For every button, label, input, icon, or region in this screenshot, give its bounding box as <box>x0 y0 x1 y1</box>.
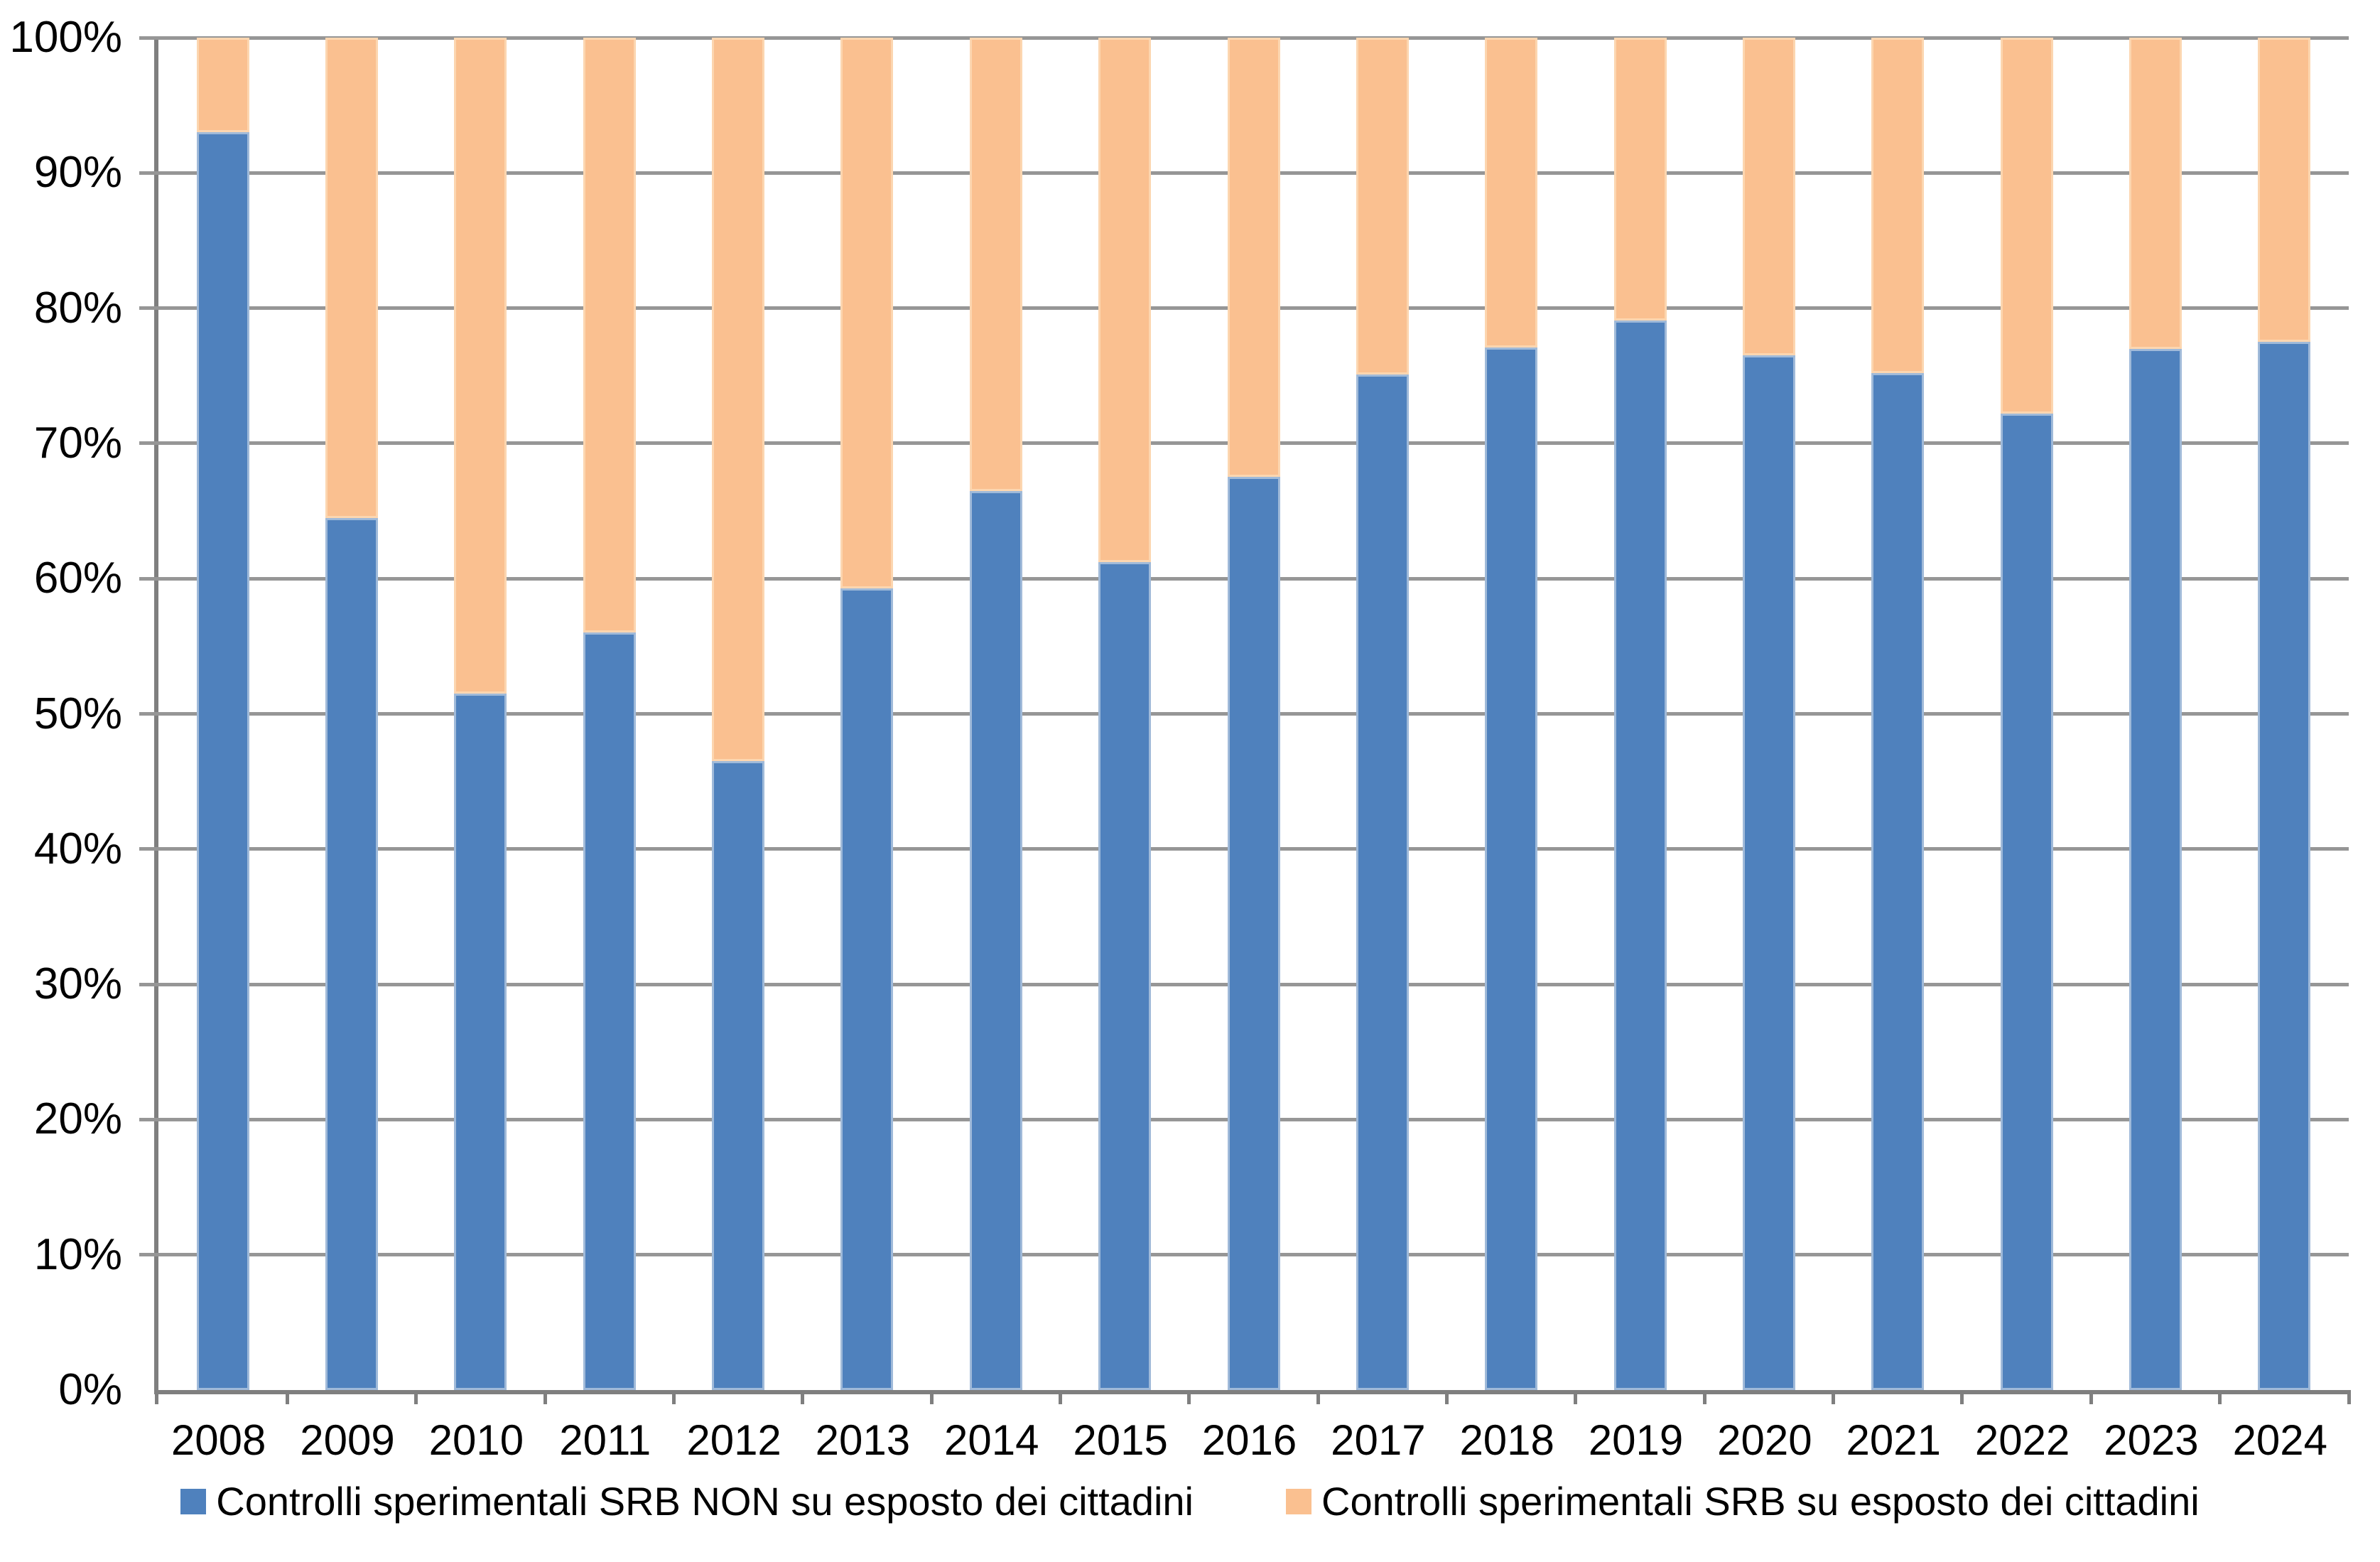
x-axis-label-2011: 2011 <box>559 1416 651 1464</box>
bar-2020-srb-su-esposto <box>1742 38 1795 356</box>
bar-2018-srb-non-su-esposto <box>1485 347 1538 1390</box>
x-axis-tick-1 <box>285 1390 289 1404</box>
y-axis-label-10: 10% <box>33 1229 122 1279</box>
bar-2013-srb-su-esposto <box>840 38 894 588</box>
x-axis-tick-16 <box>2218 1390 2222 1404</box>
bar-2011-srb-non-su-esposto <box>583 632 636 1390</box>
bar-2024-srb-su-esposto <box>2258 38 2311 343</box>
bar-2016-srb-su-esposto <box>1227 38 1280 478</box>
bar-2019-srb-su-esposto <box>1613 38 1667 321</box>
x-axis-label-2015: 2015 <box>1073 1416 1168 1464</box>
bar-2018-srb-su-esposto <box>1485 38 1538 348</box>
y-axis-label-40: 40% <box>33 824 122 873</box>
x-axis-label-2017: 2017 <box>1331 1416 1426 1464</box>
x-axis-label-2024: 2024 <box>2232 1416 2328 1464</box>
bar-2023-srb-su-esposto <box>2129 38 2182 349</box>
y-axis-label-80: 80% <box>33 283 122 333</box>
bar-2012-srb-non-su-esposto <box>712 761 765 1390</box>
bar-2009-srb-su-esposto <box>325 38 379 518</box>
x-axis-label-2018: 2018 <box>1459 1416 1554 1464</box>
bar-2020-srb-non-su-esposto <box>1742 355 1795 1390</box>
legend-entry-1: Controlli sperimentali SRB su esposto de… <box>1286 1480 2200 1524</box>
bar-2010-srb-su-esposto <box>454 38 507 694</box>
bar-2022-srb-non-su-esposto <box>2000 414 2053 1390</box>
y-axis-label-30: 30% <box>33 959 122 1009</box>
x-axis-tick-3 <box>543 1390 547 1404</box>
y-axis-label-70: 70% <box>33 418 122 468</box>
bar-2021-srb-su-esposto <box>1871 38 1925 373</box>
x-axis-tick-6 <box>929 1390 934 1404</box>
bar-2016-srb-non-su-esposto <box>1227 477 1280 1390</box>
x-axis-tick-11 <box>1574 1390 1578 1404</box>
legend-entry-0: Controlli sperimentali SRB NON su espost… <box>180 1480 1194 1524</box>
legend-swatch-0 <box>180 1489 207 1514</box>
bar-2012-srb-su-esposto <box>712 38 765 762</box>
x-axis-label-2014: 2014 <box>944 1416 1039 1464</box>
bar-2017-srb-non-su-esposto <box>1356 374 1409 1390</box>
bar-2019-srb-non-su-esposto <box>1613 320 1667 1390</box>
x-axis-label-2021: 2021 <box>1846 1416 1941 1464</box>
plot-area <box>139 36 2351 1404</box>
legend: Controlli sperimentali SRB NON su espost… <box>0 1480 2380 1524</box>
x-axis-tick-13 <box>1832 1390 1836 1404</box>
legend-label-1: Controlli sperimentali SRB su esposto de… <box>1321 1479 2200 1524</box>
x-axis-label-2012: 2012 <box>686 1416 781 1464</box>
x-axis-label-2022: 2022 <box>1974 1416 2070 1464</box>
bar-2014-srb-non-su-esposto <box>969 490 1022 1390</box>
x-axis-tick-14 <box>1960 1390 1964 1404</box>
bar-2022-srb-su-esposto <box>2000 38 2053 414</box>
x-axis-label-2016: 2016 <box>1201 1416 1297 1464</box>
x-axis-tick-15 <box>2089 1390 2093 1404</box>
x-axis-tick-2 <box>414 1390 418 1404</box>
bar-2014-srb-su-esposto <box>969 38 1022 491</box>
legend-swatch-1 <box>1286 1489 1311 1514</box>
bar-2008-srb-su-esposto <box>196 38 249 133</box>
x-axis-label-2010: 2010 <box>428 1416 524 1464</box>
bar-2024-srb-non-su-esposto <box>2258 342 2311 1390</box>
bar-2013-srb-non-su-esposto <box>840 588 894 1390</box>
bar-2008-srb-non-su-esposto <box>196 132 249 1390</box>
x-axis-label-2020: 2020 <box>1717 1416 1812 1464</box>
bar-2017-srb-su-esposto <box>1356 38 1409 375</box>
x-axis-tick-17 <box>2347 1390 2351 1404</box>
x-axis-tick-0 <box>154 1390 158 1404</box>
x-axis-label-2019: 2019 <box>1588 1416 1684 1464</box>
y-axis-label-0: 0% <box>58 1365 122 1414</box>
x-axis-label-2023: 2023 <box>2104 1416 2199 1464</box>
y-axis-label-60: 60% <box>33 554 122 603</box>
x-axis-tick-10 <box>1445 1390 1449 1404</box>
bar-2023-srb-non-su-esposto <box>2129 348 2182 1390</box>
x-axis-tick-4 <box>671 1390 676 1404</box>
y-axis-label-50: 50% <box>33 689 122 738</box>
x-axis-tick-8 <box>1187 1390 1191 1404</box>
x-axis-tick-7 <box>1058 1390 1062 1404</box>
y-axis-label-90: 90% <box>33 148 122 198</box>
y-axis-label-20: 20% <box>33 1094 122 1144</box>
x-axis-tick-12 <box>1702 1390 1706 1404</box>
y-axis-label-100: 100% <box>9 13 122 62</box>
bar-2015-srb-su-esposto <box>1098 38 1152 563</box>
x-axis-label-2013: 2013 <box>815 1416 911 1464</box>
bar-2011-srb-su-esposto <box>583 38 636 633</box>
x-axis-tick-9 <box>1316 1390 1320 1404</box>
bar-2009-srb-non-su-esposto <box>325 517 379 1390</box>
bar-2021-srb-non-su-esposto <box>1871 372 1925 1390</box>
bar-2010-srb-non-su-esposto <box>454 693 507 1390</box>
bar-2015-srb-non-su-esposto <box>1098 562 1152 1390</box>
x-axis-label-2009: 2009 <box>300 1416 395 1464</box>
x-axis-tick-5 <box>801 1390 805 1404</box>
x-axis-label-2008: 2008 <box>171 1416 266 1464</box>
legend-label-0: Controlli sperimentali SRB NON su espost… <box>216 1479 1194 1524</box>
